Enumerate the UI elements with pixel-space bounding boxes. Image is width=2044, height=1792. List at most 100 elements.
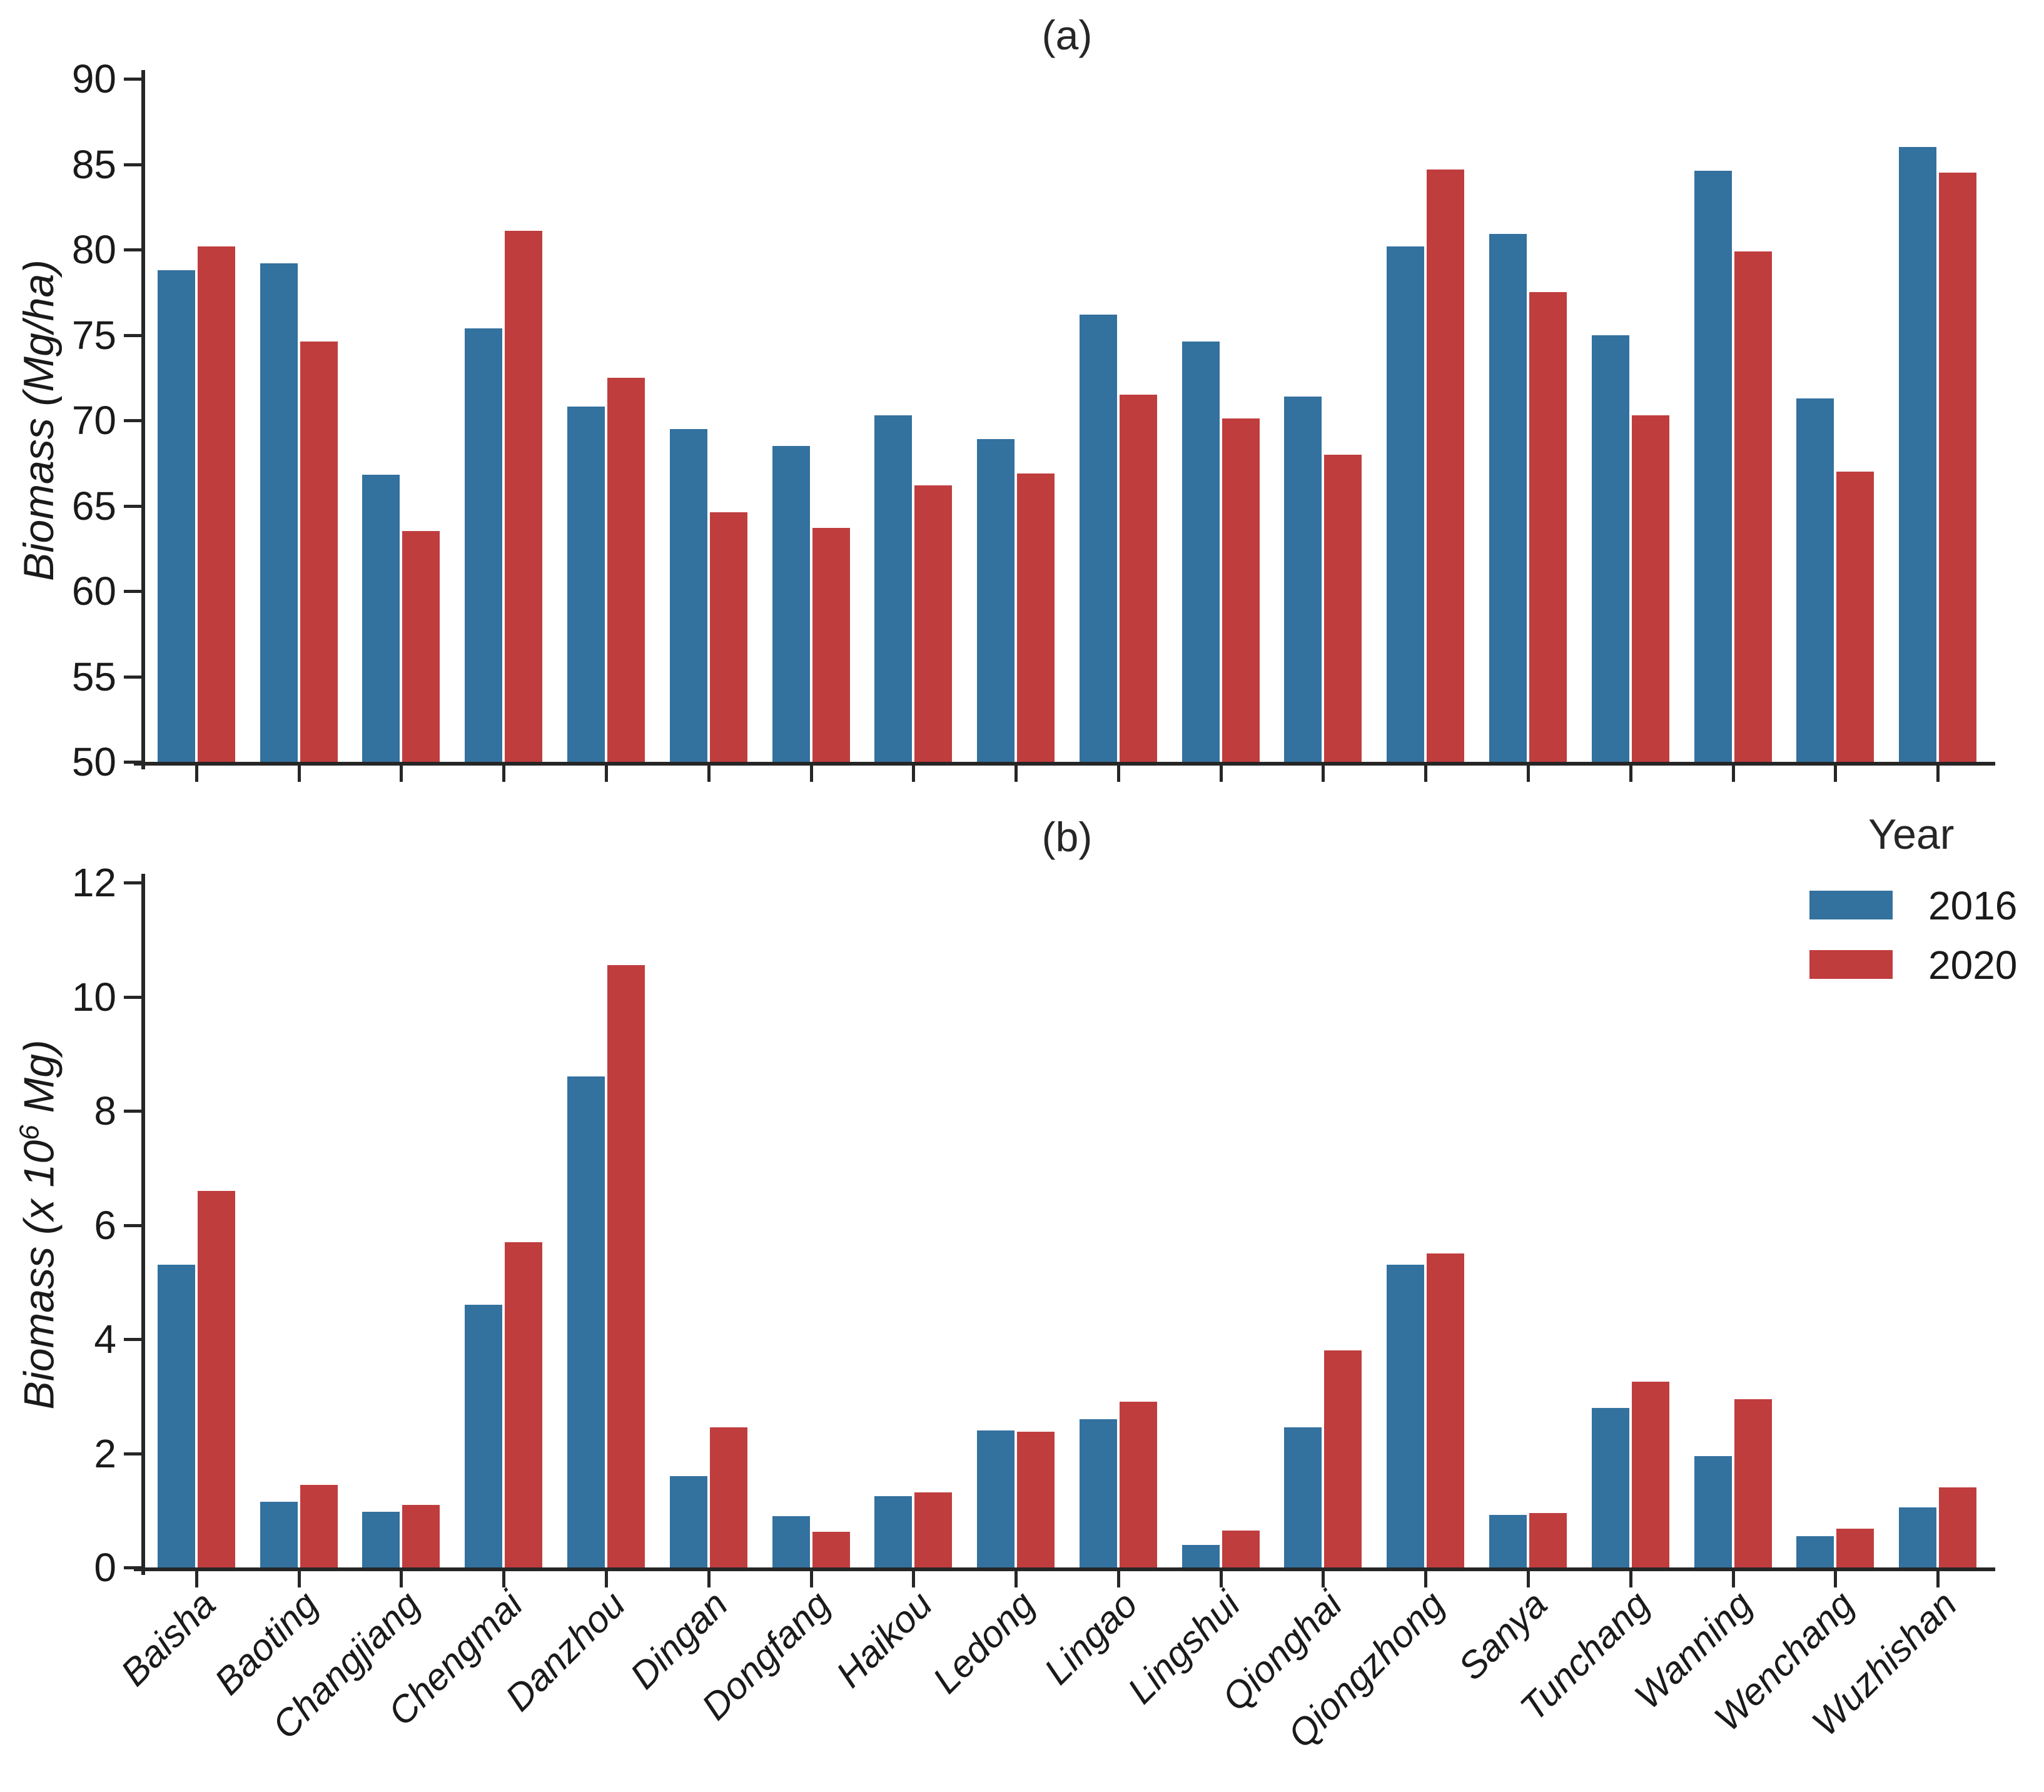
- x-tick-mark: [1629, 766, 1632, 782]
- y-tick-mark: [124, 248, 145, 251]
- bar-2016-changjiang: [362, 475, 400, 762]
- y-tick-label: 65: [71, 483, 116, 529]
- bar-2016-lingshui: [1181, 1544, 1220, 1567]
- bar-2016-wenchang: [1796, 1536, 1834, 1567]
- bar-2020-lingao: [1119, 1402, 1157, 1567]
- bar-2020-danzhou: [607, 965, 645, 1567]
- y-tick-mark: [124, 333, 145, 337]
- bar-2020-qiongzhong: [1427, 1253, 1465, 1567]
- x-tick-mark: [1936, 1571, 1940, 1587]
- x-tick-mark: [1322, 1571, 1325, 1587]
- bar-2020-danzhou: [607, 377, 645, 762]
- bar-2020-changjiang: [402, 531, 440, 762]
- y-tick-label: 60: [71, 569, 116, 614]
- bar-2020-lingao: [1119, 395, 1157, 762]
- y-tick-mark: [124, 1110, 145, 1113]
- x-axis-spine: [134, 762, 1995, 766]
- x-tick-mark: [1014, 1571, 1018, 1587]
- x-tick-mark: [1731, 766, 1735, 782]
- bar-2020-ledong: [1017, 1431, 1055, 1567]
- y-tick-mark: [124, 761, 145, 764]
- y-tick-mark: [124, 1223, 145, 1227]
- y-tick-mark: [124, 995, 145, 999]
- x-tick-mark: [1116, 766, 1120, 782]
- y-tick-label: 10: [71, 974, 116, 1020]
- y-tick-label: 2: [94, 1430, 116, 1476]
- bar-2016-baoting: [260, 1502, 298, 1567]
- bar-2020-wuzhishan: [1939, 1487, 1977, 1567]
- bar-2016-chengmai: [465, 328, 503, 762]
- bar-2016-wuzhishan: [1899, 1507, 1937, 1567]
- y-tick-mark: [124, 1566, 145, 1569]
- x-tick-mark: [707, 766, 711, 782]
- x-tick-mark: [297, 1571, 301, 1587]
- bar-2016-wanning: [1694, 171, 1732, 762]
- y-tick-label: 70: [71, 398, 116, 443]
- y-tick-label: 12: [71, 860, 116, 905]
- bar-2020-wanning: [1734, 1399, 1772, 1567]
- x-tick-mark: [502, 766, 506, 782]
- bar-2016-wenchang: [1796, 398, 1834, 762]
- x-tick-mark: [502, 1571, 506, 1587]
- bar-2016-qiongzhong: [1387, 1265, 1425, 1567]
- bar-2016-baisha: [157, 270, 195, 762]
- x-tick-mark: [605, 766, 608, 782]
- y-tick-mark: [124, 1338, 145, 1341]
- bar-2020-lingshui: [1222, 1530, 1260, 1567]
- y-tick-label: 50: [71, 739, 116, 784]
- bar-2020-dongfang: [812, 1532, 850, 1567]
- x-tick-mark: [1527, 1571, 1530, 1587]
- bar-2016-dingan: [669, 1476, 707, 1567]
- bar-2020-tunchang: [1631, 415, 1669, 762]
- y-tick-mark: [124, 1452, 145, 1455]
- bar-2016-ledong: [977, 439, 1015, 762]
- legend-label-2020: 2020: [1928, 943, 2018, 988]
- bar-2016-haikou: [874, 415, 913, 762]
- x-tick-mark: [1834, 1571, 1838, 1587]
- y-tick-mark: [124, 504, 145, 508]
- bar-2020-wenchang: [1836, 1528, 1875, 1567]
- x-tick-mark: [912, 766, 916, 782]
- bar-2020-dingan: [709, 1427, 747, 1567]
- x-tick-mark: [195, 1571, 198, 1587]
- bar-2020-wenchang: [1836, 471, 1875, 762]
- bar-2020-sanya: [1529, 292, 1567, 762]
- y-tick-label: 4: [94, 1317, 116, 1362]
- x-tick-mark: [1834, 766, 1838, 782]
- y-tick-mark: [124, 419, 145, 422]
- bar-2020-qiongzhong: [1427, 169, 1465, 762]
- bar-2020-baisha: [197, 246, 235, 762]
- bar-2016-tunchang: [1591, 1407, 1629, 1567]
- x-tick-mark: [809, 1571, 813, 1587]
- bar-2016-wanning: [1694, 1456, 1732, 1567]
- bar-2016-lingshui: [1181, 342, 1220, 762]
- bar-2020-dongfang: [812, 527, 850, 762]
- bar-2016-chengmai: [465, 1305, 503, 1567]
- x-tick-mark: [400, 1571, 403, 1587]
- y-tick-mark: [124, 590, 145, 593]
- bar-2020-sanya: [1529, 1513, 1567, 1567]
- bar-2020-lingshui: [1222, 418, 1260, 762]
- bar-2016-lingao: [1079, 314, 1117, 762]
- bar-2020-wuzhishan: [1939, 173, 1977, 762]
- bar-2016-danzhou: [567, 1076, 605, 1567]
- x-tick-mark: [195, 766, 198, 782]
- x-tick-mark: [1424, 766, 1428, 782]
- bar-2016-wuzhishan: [1899, 147, 1937, 762]
- x-tick-mark: [707, 1571, 711, 1587]
- bar-2020-chengmai: [505, 1242, 543, 1567]
- x-tick-mark: [605, 1571, 608, 1587]
- x-tick-mark: [1219, 1571, 1223, 1587]
- bar-2020-haikou: [914, 485, 953, 762]
- y-tick-label: 75: [71, 312, 116, 358]
- y-tick-label: 85: [71, 141, 116, 187]
- y-tick-mark: [124, 163, 145, 166]
- y-tick-label: 0: [94, 1545, 116, 1590]
- bar-2016-changjiang: [362, 1512, 400, 1567]
- x-tick-mark: [809, 766, 813, 782]
- x-tick-mark: [1219, 766, 1223, 782]
- bar-2020-qionghai: [1324, 1350, 1362, 1567]
- bar-2016-lingao: [1079, 1419, 1117, 1567]
- x-tick-mark: [297, 766, 301, 782]
